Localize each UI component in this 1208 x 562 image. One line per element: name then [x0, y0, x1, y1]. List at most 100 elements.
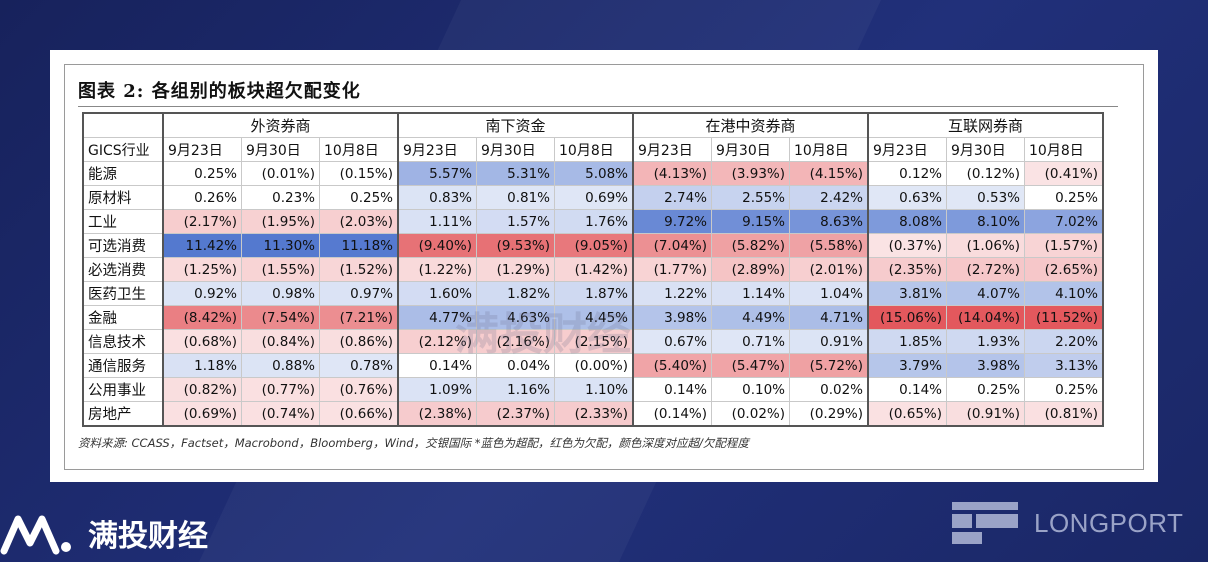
value-cell: 0.23% [241, 185, 320, 210]
partner-name: LONGPORT [1034, 507, 1184, 538]
value-cell: (0.91%) [946, 401, 1025, 427]
value-cell: 1.14% [711, 281, 790, 306]
value-cell: 1.04% [789, 281, 869, 306]
value-cell: 1.85% [867, 329, 947, 354]
value-cell: 0.81% [476, 185, 555, 210]
table-row: 能源 0.25% (0.01%) (0.15%) 5.57% 5.31% 5.08% (4.1… [82, 161, 1104, 186]
value-cell: (0.76%) [319, 377, 399, 402]
value-cell: (2.12%) [397, 329, 477, 354]
date-header: 9月30日 [476, 137, 555, 162]
value-cell: (7.54%) [241, 305, 320, 330]
value-cell: 0.25% [1024, 185, 1104, 210]
value-cell: 2.55% [711, 185, 790, 210]
value-cell: (2.89%) [711, 257, 790, 282]
value-cell: 1.57% [476, 209, 555, 234]
value-cell: 2.74% [632, 185, 712, 210]
value-cell: 3.98% [946, 353, 1025, 378]
sector-label: 原材料 [82, 185, 164, 210]
value-cell: 5.08% [554, 161, 634, 186]
value-cell: (1.25%) [162, 257, 242, 282]
value-cell: (1.29%) [476, 257, 555, 282]
value-cell: (0.84%) [241, 329, 320, 354]
value-cell: (7.04%) [632, 233, 712, 258]
value-cell: 11.30% [241, 233, 320, 258]
figure-title: 图表 2: 各组别的板块超欠配变化 [78, 81, 361, 102]
sector-label: 能源 [82, 161, 164, 186]
value-cell: (0.77%) [241, 377, 320, 402]
row-header-label: GICS行业 [82, 137, 164, 162]
value-cell: (1.55%) [241, 257, 320, 282]
table-row: 医药卫生 0.92% 0.98% 0.97% 1.60% 1.82% 1.87% 1.22% 1… [82, 281, 1104, 306]
value-cell: (1.57%) [1024, 233, 1104, 258]
date-header: 9月23日 [867, 137, 947, 162]
value-cell: (4.15%) [789, 161, 869, 186]
date-header: 9月23日 [162, 137, 242, 162]
sector-label: 必选消费 [82, 257, 164, 282]
value-cell: 0.91% [789, 329, 869, 354]
date-header: 10月8日 [319, 137, 399, 162]
value-cell: 1.82% [476, 281, 555, 306]
value-cell: 4.49% [711, 305, 790, 330]
sector-label: 信息技术 [82, 329, 164, 354]
value-cell: (4.13%) [632, 161, 712, 186]
value-cell: (0.14%) [632, 401, 712, 427]
table-row: 公用事业 (0.82%) (0.77%) (0.76%) 1.09% 1.16% 1.10%… [82, 377, 1104, 402]
value-cell: 2.20% [1024, 329, 1104, 354]
value-cell: (8.42%) [162, 305, 242, 330]
value-cell: 4.10% [1024, 281, 1104, 306]
value-cell: (2.33%) [554, 401, 634, 427]
value-cell: (2.16%) [476, 329, 555, 354]
value-cell: (0.00%) [554, 353, 634, 378]
value-cell: 0.78% [319, 353, 399, 378]
value-cell: (5.47%) [711, 353, 790, 378]
value-cell: 1.09% [397, 377, 477, 402]
value-cell: 0.98% [241, 281, 320, 306]
value-cell: (2.35%) [867, 257, 947, 282]
value-cell: 0.88% [241, 353, 320, 378]
value-cell: 1.18% [162, 353, 242, 378]
date-header: 9月30日 [711, 137, 790, 162]
value-cell: 0.14% [867, 377, 947, 402]
group-header-foreign-brokers: 外资券商 [162, 112, 399, 138]
value-cell: 0.63% [867, 185, 947, 210]
value-cell: (0.86%) [319, 329, 399, 354]
value-cell: (9.40%) [397, 233, 477, 258]
value-cell: (1.77%) [632, 257, 712, 282]
value-cell: 3.79% [867, 353, 947, 378]
value-cell: 0.92% [162, 281, 242, 306]
value-cell: 1.93% [946, 329, 1025, 354]
report-card: 图表 2: 各组别的板块超欠配变化 外资券商 南下资金 在港中资券商 互联网券商… [50, 50, 1158, 482]
value-cell: (0.41%) [1024, 161, 1104, 186]
value-cell: (15.06%) [867, 305, 947, 330]
value-cell: (2.65%) [1024, 257, 1104, 282]
value-cell: 0.12% [867, 161, 947, 186]
brand-footer: 满投财经 [0, 508, 208, 558]
table-row: 可选消费 11.42% 11.30% 11.18% (9.40%) (9.53%) (9.0… [82, 233, 1104, 258]
value-cell: 1.76% [554, 209, 634, 234]
value-cell: (0.81%) [1024, 401, 1104, 427]
value-cell: 0.97% [319, 281, 399, 306]
date-header-row: GICS行业 9月23日 9月30日 10月8日 9月23日 9月30日 10月… [82, 137, 1104, 162]
value-cell: 11.18% [319, 233, 399, 258]
value-cell: 0.69% [554, 185, 634, 210]
title-divider [78, 106, 1118, 107]
group-header-internet-brokers: 互联网券商 [867, 112, 1104, 138]
value-cell: (7.21%) [319, 305, 399, 330]
value-cell: 0.14% [632, 377, 712, 402]
source-note: 资料来源: CCASS，Factset，Macrobond，Bloomberg，… [78, 436, 749, 450]
value-cell: (0.29%) [789, 401, 869, 427]
date-header: 9月30日 [241, 137, 320, 162]
value-cell: 0.10% [711, 377, 790, 402]
sector-label: 公用事业 [82, 377, 164, 402]
value-cell: 0.25% [946, 377, 1025, 402]
value-cell: 0.53% [946, 185, 1025, 210]
table-row: 工业 (2.17%) (1.95%) (2.03%) 1.11% 1.57% 1.76% 9.… [82, 209, 1104, 234]
value-cell: (3.93%) [711, 161, 790, 186]
value-cell: (0.37%) [867, 233, 947, 258]
sector-label: 可选消费 [82, 233, 164, 258]
value-cell: 0.02% [789, 377, 869, 402]
value-cell: (2.37%) [476, 401, 555, 427]
date-header: 10月8日 [554, 137, 634, 162]
value-cell: 0.71% [711, 329, 790, 354]
partner-logo: LONGPORT [950, 500, 1183, 546]
